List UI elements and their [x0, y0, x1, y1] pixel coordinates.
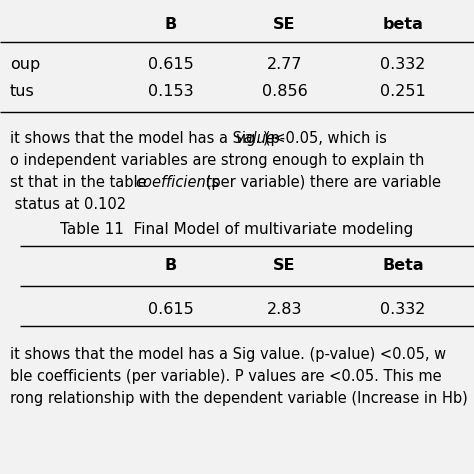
Text: 2.77: 2.77: [267, 56, 302, 72]
Text: SE: SE: [273, 17, 296, 31]
Text: Table 11  Final Model of multivariate modeling: Table 11 Final Model of multivariate mod…: [60, 221, 414, 237]
Text: it shows that the model has a Sig value. (p-value) <0.05, w: it shows that the model has a Sig value.…: [10, 346, 446, 362]
Text: 0.856: 0.856: [262, 83, 307, 99]
Text: value: value: [236, 130, 276, 146]
Text: tus: tus: [10, 83, 35, 99]
Text: ble coefficients (per variable). P values are <0.05. This me: ble coefficients (per variable). P value…: [10, 368, 442, 383]
Text: st that in the table: st that in the table: [10, 174, 151, 190]
Text: 0.332: 0.332: [380, 56, 426, 72]
Text: status at 0.102: status at 0.102: [10, 197, 126, 211]
Text: o independent variables are strong enough to explain th: o independent variables are strong enoug…: [10, 153, 424, 167]
Text: 0.251: 0.251: [380, 83, 426, 99]
Text: rong relationship with the dependent variable (Increase in Hb): rong relationship with the dependent var…: [10, 391, 468, 405]
Text: B: B: [164, 17, 177, 31]
Text: Beta: Beta: [382, 258, 424, 273]
Text: 0.332: 0.332: [380, 301, 426, 317]
Text: beta: beta: [383, 17, 423, 31]
Text: SE: SE: [273, 258, 296, 273]
Text: B: B: [164, 258, 177, 273]
Text: (per variable) there are variable: (per variable) there are variable: [201, 174, 441, 190]
Text: 2.83: 2.83: [267, 301, 302, 317]
Text: it shows that the model has a Sig. (p-: it shows that the model has a Sig. (p-: [10, 130, 285, 146]
Text: 0.615: 0.615: [148, 56, 193, 72]
Text: ) <0.05, which is: ) <0.05, which is: [264, 130, 387, 146]
Text: coefficients: coefficients: [135, 174, 219, 190]
Text: 0.615: 0.615: [148, 301, 193, 317]
Text: 0.153: 0.153: [148, 83, 193, 99]
Text: oup: oup: [10, 56, 40, 72]
